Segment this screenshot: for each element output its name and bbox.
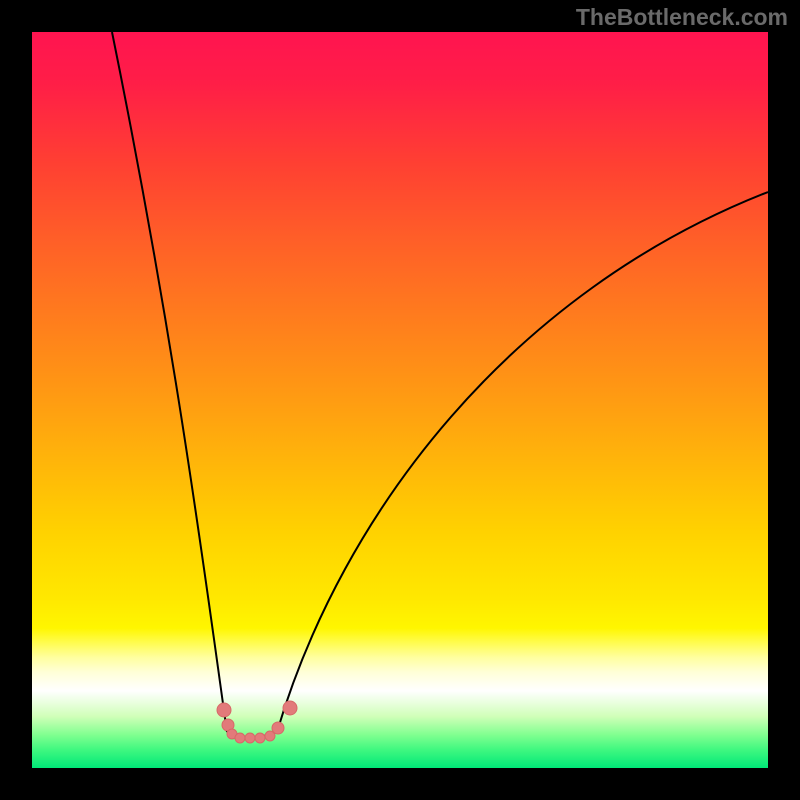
data-marker xyxy=(235,733,245,743)
data-marker xyxy=(255,733,265,743)
data-marker xyxy=(245,733,255,743)
bottleneck-curve-right xyxy=(277,192,768,732)
data-marker xyxy=(272,722,284,734)
plot-area xyxy=(32,32,768,768)
data-markers xyxy=(217,701,297,743)
data-marker xyxy=(217,703,231,717)
curve-layer xyxy=(32,32,768,768)
watermark-text: TheBottleneck.com xyxy=(576,4,788,31)
bottleneck-curve-left xyxy=(112,32,227,732)
chart-container: TheBottleneck.com xyxy=(0,0,800,800)
data-marker xyxy=(283,701,297,715)
